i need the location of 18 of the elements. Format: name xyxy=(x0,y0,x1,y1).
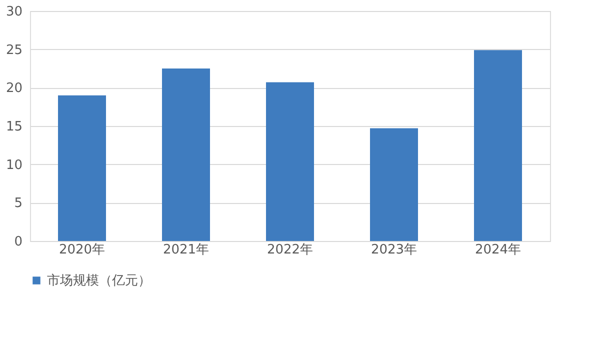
bar xyxy=(162,68,210,241)
x-tick-label: 2022年 xyxy=(266,242,314,258)
legend-label: 市场规模（亿元） xyxy=(47,274,151,288)
bar xyxy=(370,128,418,241)
y-tick-label: 0 xyxy=(14,234,22,250)
bar xyxy=(474,50,522,241)
y-tick-label: 25 xyxy=(6,42,22,58)
x-tick-label: 2021年 xyxy=(162,242,210,258)
y-tick-label: 5 xyxy=(14,196,22,212)
y-tick-label: 30 xyxy=(6,4,22,20)
bar xyxy=(58,95,106,241)
x-tick-label: 2024年 xyxy=(474,242,522,258)
x-tick-label: 2023年 xyxy=(370,242,418,258)
y-tick-label: 10 xyxy=(6,158,22,173)
y-tick-label: 15 xyxy=(6,120,22,134)
y-tick-label: 20 xyxy=(6,81,22,96)
x-tick-label: 2020年 xyxy=(58,242,106,258)
bar xyxy=(266,82,314,241)
